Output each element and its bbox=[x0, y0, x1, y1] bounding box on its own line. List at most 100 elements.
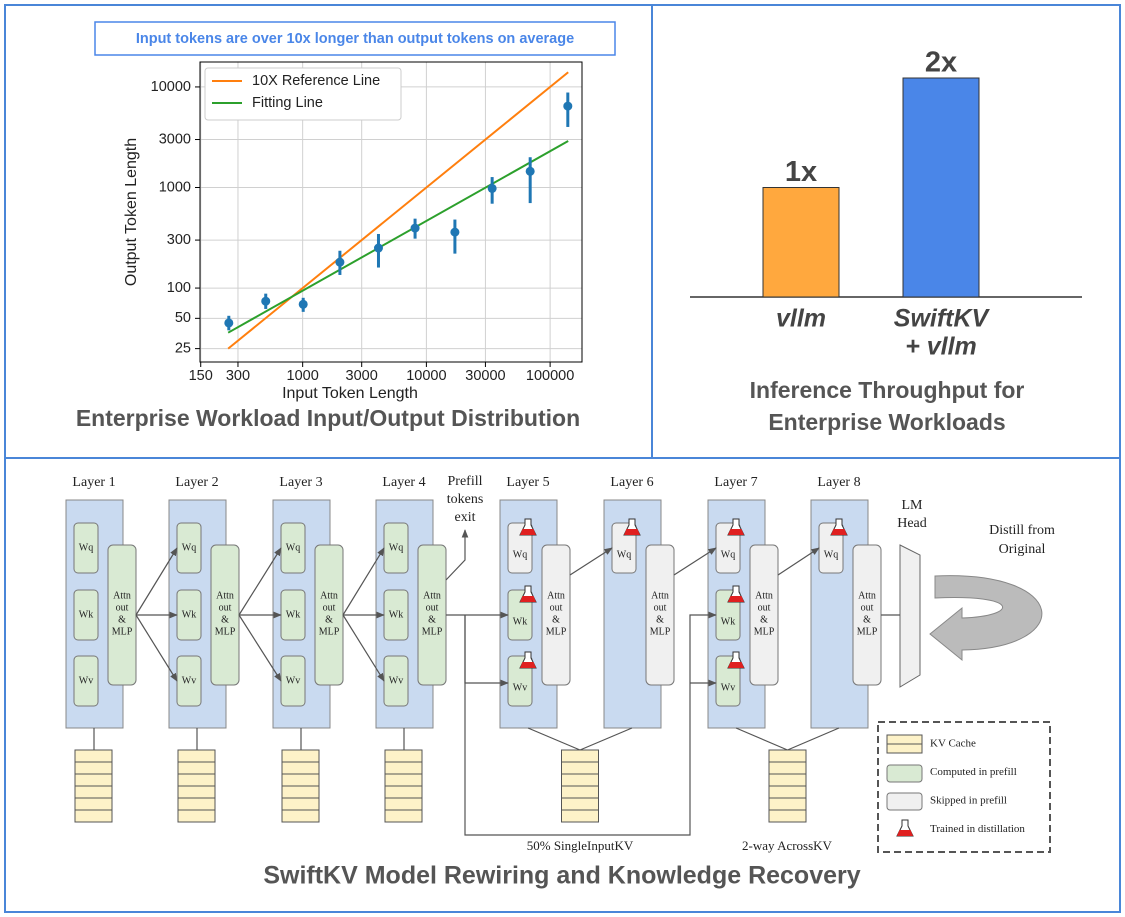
kv-cache-row bbox=[177, 797, 216, 811]
arrow bbox=[777, 547, 820, 576]
weight-label: Wq bbox=[513, 549, 527, 560]
flask-liquid bbox=[831, 529, 847, 535]
chart-title: Enterprise Workloads bbox=[768, 409, 1005, 435]
data-point bbox=[450, 227, 460, 237]
attn-mlp-label: Attn bbox=[216, 590, 234, 601]
data-point bbox=[525, 166, 535, 176]
lm-head-label: Head bbox=[897, 516, 927, 531]
attn-mlp-label: & bbox=[325, 614, 333, 625]
flask-liquid bbox=[520, 662, 536, 668]
legend-box bbox=[204, 67, 402, 121]
weight-label: Wq bbox=[286, 542, 300, 553]
attn-mlp-label: MLP bbox=[754, 626, 775, 637]
kv-cache-row bbox=[74, 809, 113, 823]
distill-label: Distill from bbox=[989, 523, 1055, 538]
chart-title: Enterprise Workload Input/Output Distrib… bbox=[76, 405, 580, 431]
prefill-exit-label: tokens bbox=[447, 492, 484, 507]
legend-swatch bbox=[886, 734, 923, 745]
category-label: + vllm bbox=[905, 333, 977, 361]
layer-label: Layer 5 bbox=[506, 475, 549, 490]
chart-title: Inference Throughput for bbox=[750, 377, 1025, 403]
legend-box bbox=[877, 721, 1051, 853]
data-point bbox=[335, 257, 345, 267]
legend-label: 10X Reference Line bbox=[252, 73, 380, 89]
layer-label: Layer 3 bbox=[279, 475, 322, 490]
arrow bbox=[238, 614, 282, 682]
kv-cache-row bbox=[74, 749, 113, 763]
attn-mlp-label: MLP bbox=[650, 626, 671, 637]
kv-cache-row bbox=[74, 773, 113, 787]
attn-mlp-label: MLP bbox=[319, 626, 340, 637]
bar-value-label: 1x bbox=[785, 156, 817, 188]
kv-cache-row bbox=[177, 749, 216, 763]
attn-mlp-label: out bbox=[861, 602, 874, 613]
weight-label: Wq bbox=[617, 549, 631, 560]
y-tick-label: 25 bbox=[175, 340, 191, 356]
layer-label: Layer 6 bbox=[610, 475, 653, 490]
kv-cache-row bbox=[281, 773, 320, 787]
kv-cache-row bbox=[768, 773, 807, 787]
kv-cache-row bbox=[561, 749, 599, 763]
kv-cache-row bbox=[281, 809, 320, 823]
attn-mlp-label: out bbox=[426, 602, 439, 613]
attn-mlp-box bbox=[749, 544, 779, 686]
category-label: SwiftKV bbox=[894, 305, 991, 333]
y-tick-label: 100 bbox=[167, 280, 191, 296]
arrow bbox=[135, 547, 178, 616]
kv-cache-row bbox=[281, 749, 320, 763]
kv-cache-row bbox=[177, 761, 216, 775]
flask-liquid bbox=[624, 529, 640, 535]
data-point bbox=[298, 299, 308, 309]
arrow bbox=[673, 547, 717, 576]
kv-cache-row bbox=[384, 809, 423, 823]
attn-mlp-label: MLP bbox=[857, 626, 878, 637]
weight-label: Wv bbox=[389, 675, 403, 686]
layer-label: Layer 1 bbox=[72, 475, 115, 490]
kv-cache-row bbox=[281, 785, 320, 799]
kv-cache-row bbox=[561, 761, 599, 775]
annotation: Input tokens are over 10x longer than ou… bbox=[136, 31, 574, 47]
weight-label: Wq bbox=[721, 549, 735, 560]
x-tick-label: 150 bbox=[189, 368, 213, 384]
attn-mlp-label: Attn bbox=[858, 590, 876, 601]
attn-mlp-label: Attn bbox=[423, 590, 441, 601]
arrow bbox=[569, 547, 613, 576]
weight-box bbox=[73, 522, 99, 574]
attn-mlp-label: & bbox=[656, 614, 664, 625]
single-input-kv-label: 50% SingleInputKV bbox=[527, 838, 634, 853]
weight-label: Wk bbox=[79, 609, 93, 620]
weight-label: Wk bbox=[286, 609, 300, 620]
x-tick-label: 30000 bbox=[465, 368, 505, 384]
y-tick-label: 10000 bbox=[151, 79, 191, 95]
data-point bbox=[224, 318, 234, 328]
kv-cache-row bbox=[768, 761, 807, 775]
lm-head bbox=[899, 544, 921, 688]
weight-label: Wk bbox=[721, 616, 735, 627]
kv-cache-row bbox=[74, 797, 113, 811]
kv-cache-row bbox=[768, 809, 807, 823]
arrow bbox=[342, 614, 385, 682]
attn-mlp-label: & bbox=[118, 614, 126, 625]
kv-cache-row bbox=[384, 797, 423, 811]
kv-cache-row bbox=[384, 785, 423, 799]
layer-label: Layer 7 bbox=[714, 475, 757, 490]
attn-mlp-label: & bbox=[760, 614, 768, 625]
kv-cache-row bbox=[768, 749, 807, 763]
connector bbox=[527, 727, 581, 751]
legend-swatch bbox=[886, 743, 923, 754]
kv-cache-row bbox=[74, 785, 113, 799]
kv-cache-row bbox=[384, 761, 423, 775]
attn-mlp-label: & bbox=[552, 614, 560, 625]
legend-label: Fitting Line bbox=[252, 95, 323, 111]
kv-cache-row bbox=[561, 809, 599, 823]
x-axis-label: Input Token Length bbox=[282, 385, 418, 402]
weight-box bbox=[73, 589, 99, 641]
weight-label: Wv bbox=[286, 675, 300, 686]
weight-label: Wv bbox=[182, 675, 196, 686]
connector bbox=[787, 727, 840, 751]
legend-label: Skipped in prefill bbox=[930, 795, 1007, 807]
flask-liquid bbox=[728, 529, 744, 535]
flask-liquid bbox=[728, 596, 744, 602]
attn-mlp-label: Attn bbox=[547, 590, 565, 601]
kv-cache-row bbox=[384, 773, 423, 787]
